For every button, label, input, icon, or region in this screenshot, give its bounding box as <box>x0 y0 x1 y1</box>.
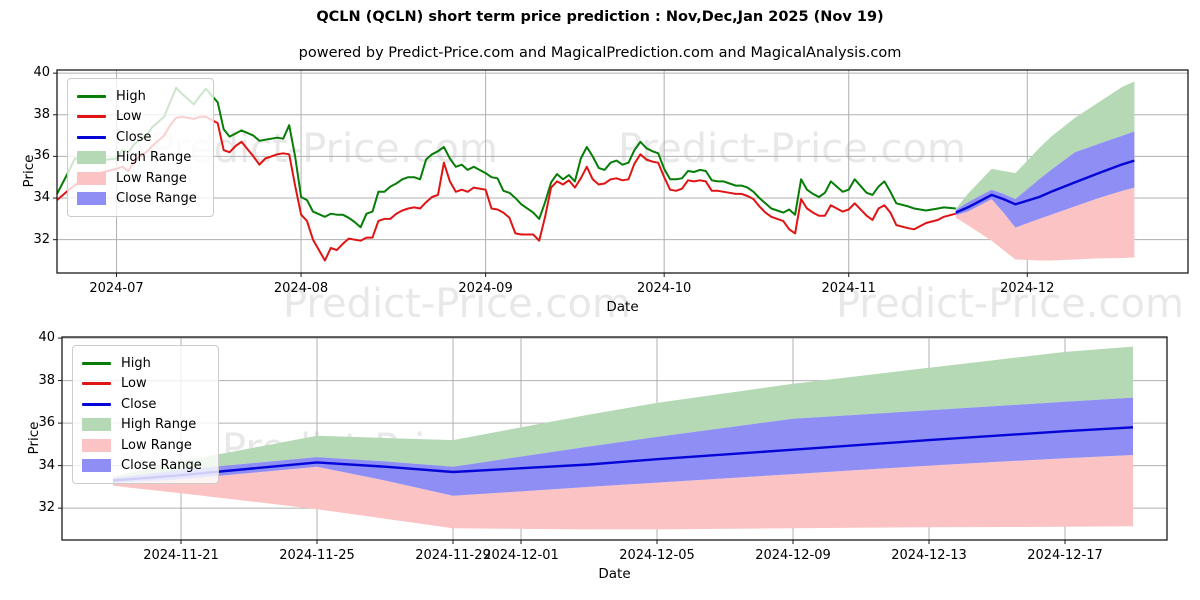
low-line <box>56 115 957 262</box>
legend-line-swatch <box>82 402 111 406</box>
watermark-text: Predict-Price.com <box>283 281 631 327</box>
legend-item: Close Range <box>77 189 203 210</box>
legend-line-swatch <box>82 382 111 386</box>
x-tick-label: 2024-10 <box>636 281 692 296</box>
legend-fill-swatch <box>77 171 106 185</box>
legend-item-label: Close <box>116 129 152 145</box>
y-tick-label: 34 <box>38 457 55 473</box>
x-tick-label: 2024-09 <box>458 281 513 296</box>
y-tick-label: 40 <box>33 65 50 81</box>
high-line <box>56 86 956 229</box>
legend-item-label: Close <box>121 396 157 412</box>
x-tick-label: 2024-11-21 <box>143 548 219 563</box>
legend-item: High Range <box>77 148 203 169</box>
legend-item-label: High Range <box>121 417 197 433</box>
x-tick-label: 2024-08 <box>273 281 329 296</box>
y-tick-label: 32 <box>33 231 50 247</box>
legend-item-label: Low <box>121 376 147 392</box>
x-tick-label: 2024-11-25 <box>279 548 355 563</box>
legend-item-label: High <box>116 88 146 104</box>
legend: High Low Close High Range Low Range Close Ran… <box>72 345 219 484</box>
y-axis-label: Price <box>26 421 42 454</box>
legend-item-label: High Range <box>116 150 192 166</box>
legend-fill-swatch <box>82 459 111 473</box>
legend-item-label: Low Range <box>116 170 187 186</box>
y-tick-label: 38 <box>33 106 50 122</box>
legend-item: Close Range <box>82 456 208 477</box>
legend-item: Close <box>77 127 203 148</box>
legend-item-label: Close Range <box>121 458 202 474</box>
chart-subtitle: powered by Predict-Price.com and Magical… <box>298 45 902 61</box>
low-range-band <box>955 187 1135 261</box>
legend-item: High <box>82 353 208 374</box>
x-tick-label: 2024-12-17 <box>1027 548 1103 563</box>
x-tick-label: 2024-12-09 <box>755 548 831 563</box>
x-tick-label: 2024-12-05 <box>619 548 695 563</box>
legend-item-label: Close Range <box>116 191 197 207</box>
close-range-band <box>955 131 1135 228</box>
y-axis-label: Price <box>21 154 37 187</box>
y-tick-label: 36 <box>38 415 55 431</box>
watermark-text: Predict-Price.com <box>836 281 1184 327</box>
x-tick-label: 2024-11-29 <box>415 548 491 563</box>
legend-item-label: Low <box>116 109 142 125</box>
legend-item: High Range <box>82 415 208 436</box>
high-range-band <box>955 81 1135 211</box>
close-line <box>112 426 1134 482</box>
x-axis-label: Date <box>598 566 631 582</box>
legend-fill-swatch <box>77 192 106 206</box>
legend-item: Low Range <box>82 435 208 456</box>
legend: High Low Close High Range Low Range Close Ran… <box>67 78 214 217</box>
legend-line-swatch <box>77 135 106 139</box>
legend-line-swatch <box>82 361 111 365</box>
y-tick-label: 34 <box>33 190 50 206</box>
plot-border <box>61 336 1168 541</box>
plot-border <box>56 69 1189 274</box>
chart-title: QCLN (QCLN) short term price prediction … <box>316 9 884 25</box>
y-tick-label: 36 <box>33 148 50 164</box>
x-tick-label: 2024-12-13 <box>891 548 967 563</box>
legend-fill-swatch <box>77 151 106 165</box>
legend-line-swatch <box>77 115 106 119</box>
legend-item: High <box>77 86 203 107</box>
legend-item: Low Range <box>77 168 203 189</box>
close-line <box>955 159 1135 214</box>
legend-fill-swatch <box>82 418 111 432</box>
legend-item-label: High <box>121 355 151 371</box>
x-tick-label: 2024-12 <box>1000 281 1055 296</box>
watermark-text: Predict-Price.com <box>618 126 966 172</box>
y-tick-label: 32 <box>38 500 55 516</box>
legend-item: Low <box>82 374 208 395</box>
x-axis-label: Date <box>606 299 639 315</box>
legend-item-label: Low Range <box>121 437 192 453</box>
high-range-band <box>113 346 1133 478</box>
x-tick-label: 2024-07 <box>89 281 144 296</box>
legend-line-swatch <box>77 94 106 98</box>
y-tick-label: 38 <box>38 372 55 388</box>
legend-item: Low <box>77 107 203 128</box>
low-range-band <box>113 455 1133 530</box>
close-range-band <box>113 397 1133 496</box>
y-tick-label: 40 <box>38 330 55 346</box>
x-tick-label: 2024-12-01 <box>483 548 559 563</box>
legend-fill-swatch <box>82 438 111 452</box>
legend-item: Close <box>82 394 208 415</box>
x-tick-label: 2024-11 <box>821 281 876 296</box>
